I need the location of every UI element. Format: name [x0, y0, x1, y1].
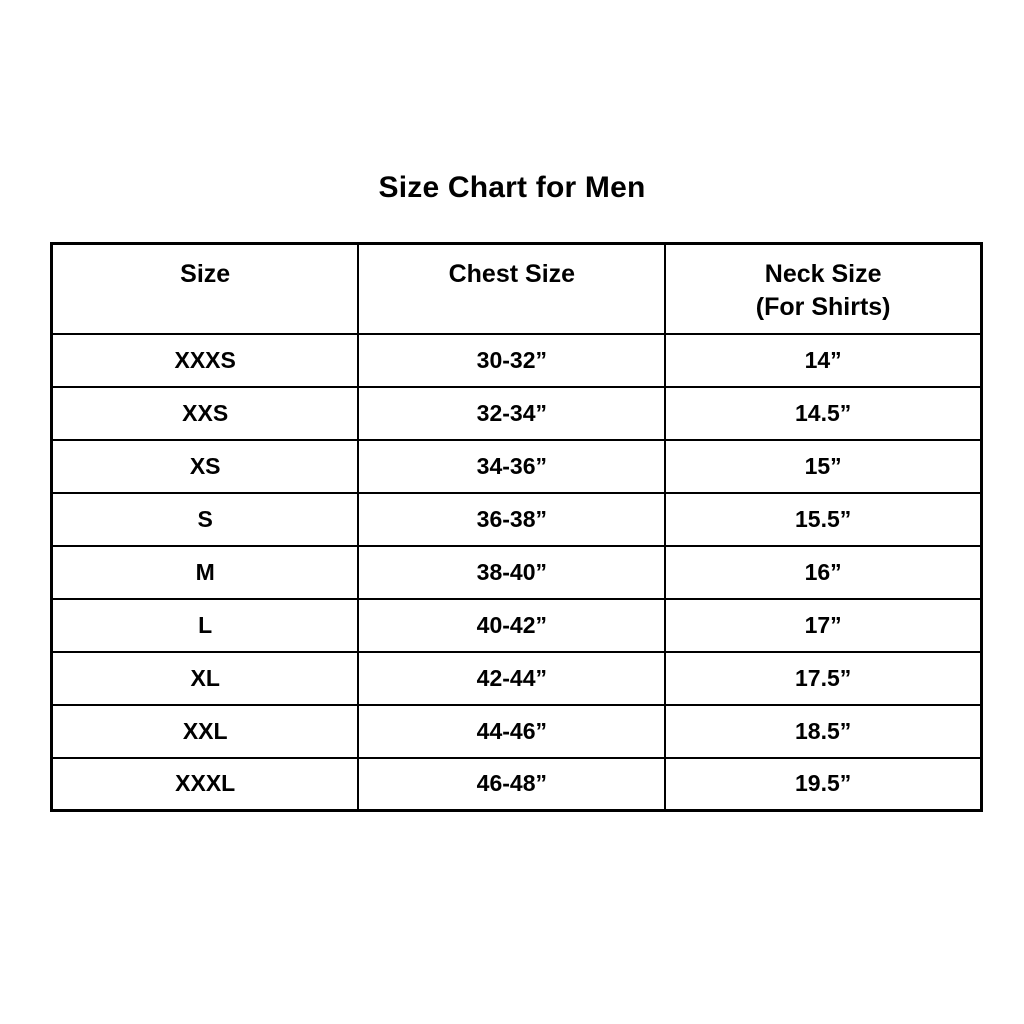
table-row: XXS 32-34” 14.5”	[50, 385, 983, 441]
cell-chest: 32-34”	[357, 385, 667, 441]
cell-neck: 19.5”	[664, 756, 983, 812]
cell-size: XXXS	[50, 332, 360, 388]
cell-chest: 46-48”	[357, 756, 667, 812]
cell-neck: 17.5”	[664, 650, 983, 706]
cell-size: S	[50, 491, 360, 547]
cell-size: L	[50, 597, 360, 653]
cell-chest: 34-36”	[357, 438, 667, 494]
cell-neck: 15.5”	[664, 491, 983, 547]
table-row: XS 34-36” 15”	[50, 438, 983, 494]
cell-chest: 36-38”	[357, 491, 667, 547]
table-row: L 40-42” 17”	[50, 597, 983, 653]
page-title: Size Chart for Men	[378, 171, 646, 204]
table-row: XXXS 30-32” 14”	[50, 332, 983, 388]
table-body: XXXS 30-32” 14” XXS 32-34” 14.5” XS 34-3…	[50, 332, 983, 812]
table-row: XXXL 46-48” 19.5”	[50, 756, 983, 812]
cell-size: XXS	[50, 385, 360, 441]
cell-size: XXXL	[50, 756, 360, 812]
header-cell-neck-size: Neck Size (For Shirts)	[664, 242, 983, 335]
table-row: XXL 44-46” 18.5”	[50, 703, 983, 759]
cell-size: XL	[50, 650, 360, 706]
cell-size: XXL	[50, 703, 360, 759]
size-chart-table: Size Chest Size Neck Size (For Shirts) X…	[50, 242, 983, 812]
cell-size: M	[50, 544, 360, 600]
header-neck-size-label: Neck Size	[764, 260, 882, 288]
cell-size: XS	[50, 438, 360, 494]
cell-chest: 30-32”	[357, 332, 667, 388]
cell-neck: 16”	[664, 544, 983, 600]
cell-neck: 17”	[664, 597, 983, 653]
header-neck-size-sublabel: (For Shirts)	[755, 292, 891, 321]
header-cell-size: Size	[50, 242, 360, 335]
table-row: S 36-38” 15.5”	[50, 491, 983, 547]
table-row: XL 42-44” 17.5”	[50, 650, 983, 706]
cell-neck: 15”	[664, 438, 983, 494]
cell-chest: 42-44”	[357, 650, 667, 706]
cell-chest: 38-40”	[357, 544, 667, 600]
cell-neck: 18.5”	[664, 703, 983, 759]
table-header-row: Size Chest Size Neck Size (For Shirts)	[50, 242, 983, 335]
header-cell-chest-size: Chest Size	[357, 242, 667, 335]
cell-chest: 44-46”	[357, 703, 667, 759]
cell-chest: 40-42”	[357, 597, 667, 653]
table-row: M 38-40” 16”	[50, 544, 983, 600]
cell-neck: 14”	[664, 332, 983, 388]
cell-neck: 14.5”	[664, 385, 983, 441]
